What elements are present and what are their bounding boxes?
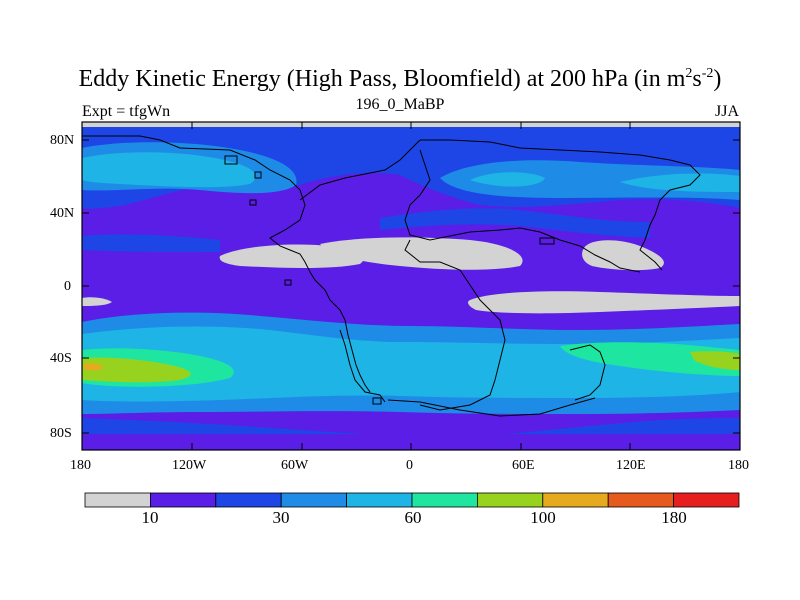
colorbar-swatch <box>476 492 544 508</box>
field-north-cyan-far-east <box>620 173 740 192</box>
colorbar-swatch <box>607 492 675 508</box>
field-sh-yellowgreen-east <box>690 351 740 370</box>
lon-label-0: 0 <box>406 458 413 473</box>
colorbar-label-10: 10 <box>141 508 159 527</box>
colorbar-swatch <box>149 492 217 508</box>
island-4 <box>284 279 292 286</box>
lat-ticks <box>82 139 740 434</box>
lon-label-120w: 120W <box>172 458 207 473</box>
field-sh-yellowgreen <box>82 357 191 383</box>
coast-eurasia <box>420 139 701 271</box>
field-sh-orange <box>84 363 104 371</box>
colorbar-label-30: 30 <box>272 508 290 527</box>
lon-label-60e: 60E <box>512 458 535 473</box>
right-subtitle: JJA <box>715 103 740 120</box>
field-north-cyan-west <box>82 152 256 188</box>
colorbar-label-180: 180 <box>661 508 687 527</box>
coast-asia-south <box>559 239 641 273</box>
coast-south-america-tip <box>339 329 386 403</box>
coast-europe <box>404 149 561 241</box>
lon-label-120e: 120E <box>616 458 646 473</box>
field-sh-violet-south <box>82 434 740 450</box>
colorbar-swatch <box>673 492 740 508</box>
field-gray-south-band <box>468 291 740 314</box>
lat-label-80n: 80N <box>50 133 75 148</box>
field-gray-asia <box>582 240 664 271</box>
colorbar-swatch <box>346 492 413 508</box>
colorbar-swatch <box>542 492 609 508</box>
coast-antarctic <box>387 397 596 417</box>
lat-label-0: 0 <box>64 279 71 294</box>
field-north-midblue-east <box>440 160 740 200</box>
lat-label-40s: 40S <box>50 351 72 366</box>
lat-label-80s: 80S <box>50 426 72 441</box>
colorbar-label-100: 100 <box>530 508 556 527</box>
colorbar-swatch <box>411 492 478 508</box>
colorbar-swatch <box>84 492 151 508</box>
field-nh-blue-west <box>82 234 220 252</box>
coast-australia <box>569 344 606 401</box>
colorbar-swatch <box>280 492 348 508</box>
colorbar-swatch <box>215 492 282 508</box>
field-layer <box>82 122 740 450</box>
field-gray-pacific-west <box>82 297 112 306</box>
colorbar-label-60: 60 <box>404 508 422 527</box>
field-gray-atlantic-africa <box>320 237 523 270</box>
field-sh-green-east <box>560 342 740 376</box>
island-1 <box>224 155 238 165</box>
island-6 <box>539 237 555 245</box>
island-5 <box>372 397 382 405</box>
island-2 <box>254 171 262 179</box>
colorbar <box>84 492 740 508</box>
coastline <box>82 135 701 417</box>
lat-label-40n: 40N <box>50 206 75 221</box>
lon-label-180w: 180 <box>70 458 91 473</box>
lon-ticks <box>81 122 741 450</box>
left-subtitle: Expt = tfgWn <box>82 103 171 120</box>
map-title: Eddy Kinetic Energy (High Pass, Bloomfie… <box>78 66 722 92</box>
center-subtitle: 196_0_MaBP <box>355 96 445 113</box>
coast-americas <box>82 135 371 393</box>
island-3 <box>249 199 257 206</box>
coast-greenland <box>299 139 421 201</box>
field-gray-americas <box>219 244 364 268</box>
lon-label-60w: 60W <box>281 458 309 473</box>
lon-label-180e: 180 <box>728 458 749 473</box>
field-nh-blue-streak <box>380 208 650 238</box>
coast-africa <box>404 239 506 411</box>
field-north-cyan-east <box>470 172 545 187</box>
